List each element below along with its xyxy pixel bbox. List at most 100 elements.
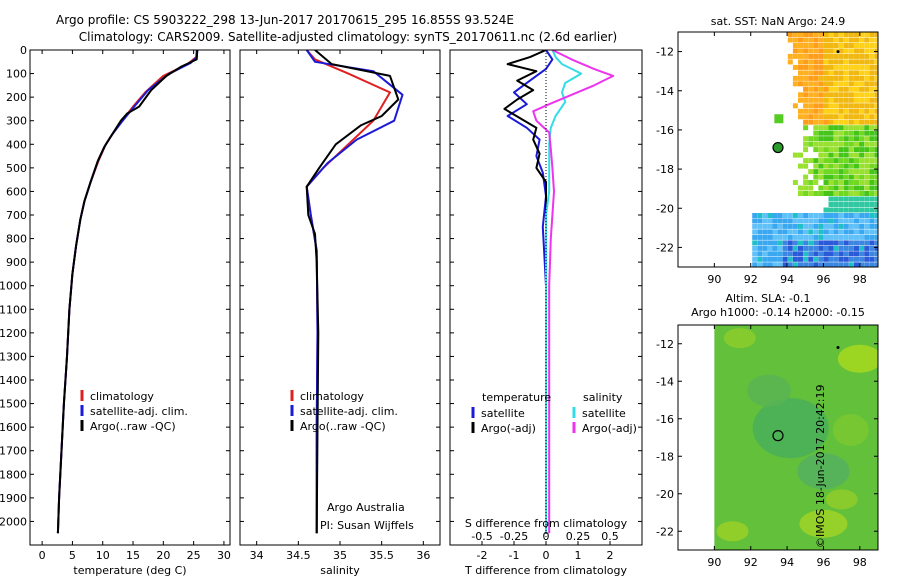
sst-pixel	[752, 256, 758, 262]
sst-pixel	[823, 251, 829, 257]
sst-pixel	[762, 240, 768, 246]
sst-pixel	[874, 48, 878, 54]
sst-pixel	[828, 43, 834, 48]
sst-pixel	[843, 185, 849, 191]
x-tick-label: 35	[333, 549, 347, 562]
sst-pixel	[869, 147, 875, 153]
sst-pixel	[833, 262, 839, 267]
sst-pixel	[828, 37, 834, 43]
sst-pixel	[838, 32, 844, 37]
sst-pixel	[808, 43, 814, 48]
sst-pixel	[869, 229, 875, 235]
sst-pixel	[874, 191, 878, 196]
sst-pixel	[859, 86, 865, 92]
sst-pixel	[854, 32, 859, 37]
sst-pixel	[813, 70, 819, 76]
sst-pixel	[823, 213, 829, 218]
sst-pixel	[767, 213, 773, 218]
x-tick-label: 34	[250, 549, 264, 562]
sst-pixel	[803, 262, 809, 267]
sst-pixel	[757, 245, 763, 251]
sst-pixel	[808, 191, 814, 196]
sst-pixel	[869, 223, 875, 229]
sst-pixel	[869, 130, 875, 136]
sst-pixel	[874, 125, 878, 131]
sst-pixel	[838, 92, 844, 98]
sst-pixel	[798, 75, 803, 81]
sst-pixel	[808, 218, 814, 224]
sst-pixel	[859, 262, 865, 267]
sst-pixel	[792, 234, 798, 240]
sst-pixel	[874, 75, 878, 81]
sst-pixel	[854, 64, 859, 70]
sst-pixel	[869, 119, 875, 125]
sst-pixel	[767, 229, 773, 235]
sst-pixel	[869, 103, 875, 109]
sst-pixel	[787, 213, 793, 218]
sst-pixel	[848, 141, 854, 147]
sst-pixel	[823, 92, 829, 98]
sst-pixel	[818, 262, 824, 267]
sst-pixel	[828, 81, 834, 87]
y-tick-label: 600	[6, 185, 27, 198]
sst-pixel	[854, 119, 859, 125]
sst-pixel	[818, 81, 824, 87]
sst-pixel	[848, 196, 854, 202]
sst-pixel	[854, 174, 859, 180]
sst-pixel	[864, 97, 870, 103]
y-tick-label: 300	[6, 115, 27, 128]
sst-pixel	[792, 218, 798, 224]
x-tick-label: 98	[853, 273, 867, 286]
sst-pixel	[808, 103, 814, 109]
sst-pixel	[848, 262, 854, 267]
sst-pixel	[874, 185, 878, 191]
sst-pixel	[833, 48, 839, 54]
sst-pixel	[869, 141, 875, 147]
sst-pixel	[798, 59, 803, 65]
sst-pixel	[798, 97, 803, 103]
sst-pixel	[864, 234, 870, 240]
sst-pixel	[854, 245, 859, 251]
sla-anomaly-patch	[799, 509, 848, 538]
sst-pixel	[808, 240, 814, 246]
sst-pixel	[869, 64, 875, 70]
sst-pixel	[869, 75, 875, 81]
y-tick-label: -16	[656, 413, 674, 426]
map-title: sat. SST: NaN Argo: 24.9	[711, 15, 845, 28]
sst-pixel	[869, 174, 875, 180]
sst-pixel	[854, 163, 859, 169]
sst-pixel	[864, 141, 870, 147]
legend-label: climatology	[90, 390, 154, 403]
sst-pixel	[859, 245, 865, 251]
sst-pixel	[803, 48, 809, 54]
sst-pixel	[874, 37, 878, 43]
x-tick-label: 25	[187, 549, 201, 562]
sst-pixel	[792, 262, 798, 267]
sst-pixel	[843, 59, 849, 65]
sst-pixel	[843, 169, 849, 175]
sst-pixel	[843, 180, 849, 185]
sst-pixel	[864, 119, 870, 125]
sst-pixel	[777, 234, 783, 240]
annotation-text: PI: Susan Wijffels	[320, 519, 414, 532]
sst-pixel	[833, 136, 839, 142]
sst-pixel	[813, 53, 819, 59]
sst-pixel	[828, 59, 834, 65]
legend-heading: temperature	[482, 391, 551, 404]
y-tick-label: 700	[6, 209, 27, 222]
sst-pixel	[803, 59, 809, 65]
y-tick-label: 1700	[0, 445, 27, 458]
sst-pixel	[833, 251, 839, 257]
sst-pixel	[838, 196, 844, 202]
sla_map-frame	[677, 324, 879, 551]
sst-pixel	[823, 169, 829, 175]
sst-pixel	[757, 262, 763, 267]
sst-pixel	[854, 185, 859, 191]
sst-pixel	[843, 191, 849, 196]
sst-pixel	[767, 234, 773, 240]
sst-pixel	[833, 218, 839, 224]
sst-pixel	[792, 43, 798, 48]
sst-pixel	[833, 130, 839, 136]
sst-pixel	[869, 169, 875, 175]
sst-pixel	[859, 81, 865, 87]
